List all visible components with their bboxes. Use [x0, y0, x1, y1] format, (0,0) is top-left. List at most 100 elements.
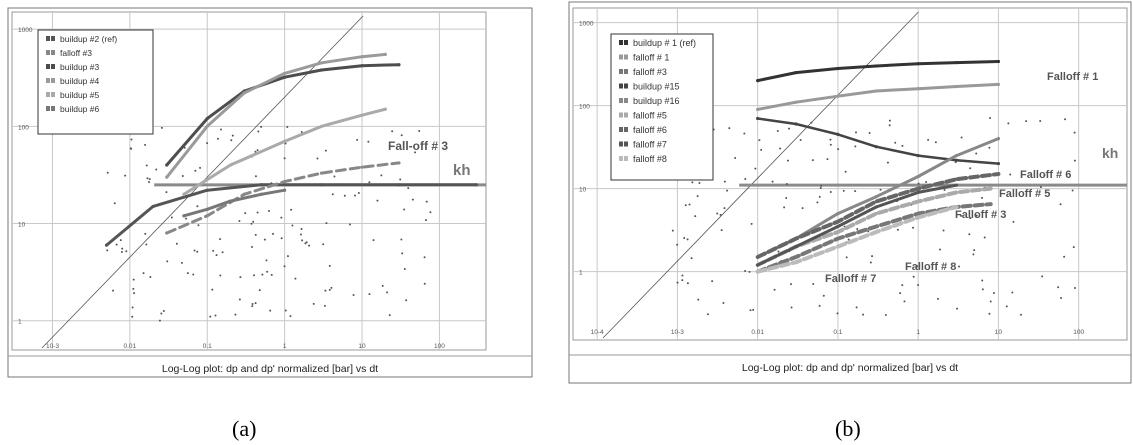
scatter-point — [367, 140, 370, 143]
scatter-point — [1063, 255, 1066, 258]
scatter-point — [958, 265, 961, 268]
legend-swatch — [46, 78, 50, 83]
legend-swatch — [619, 69, 623, 74]
scatter-point — [744, 178, 747, 181]
scatter-point — [308, 244, 311, 247]
series-point — [916, 87, 920, 91]
legend-swatch — [46, 36, 50, 41]
scatter-point — [352, 294, 355, 297]
y-tick-label: 100 — [18, 124, 29, 131]
scatter-point — [115, 243, 118, 246]
scatter-point — [425, 200, 428, 203]
scatter-point — [215, 254, 218, 257]
scatter-point — [170, 216, 173, 219]
scatter-point — [257, 130, 260, 133]
legend-label: buildup #15 — [633, 82, 680, 92]
series-point — [996, 59, 1001, 64]
scatter-point — [131, 306, 134, 309]
series-point — [319, 61, 324, 65]
scatter-point — [691, 181, 694, 184]
series-point — [916, 215, 920, 219]
series-point — [151, 204, 155, 209]
scatter-point — [811, 159, 814, 162]
series-point — [996, 137, 1001, 141]
scatter-point — [423, 256, 426, 259]
scatter-point — [301, 239, 304, 242]
panel-label-a: (a) — [232, 416, 257, 441]
scatter-point — [684, 204, 687, 207]
scatter-point — [192, 273, 195, 276]
scatter-point — [749, 309, 752, 312]
legend-swatch — [624, 141, 628, 147]
scatter-point — [681, 279, 684, 282]
legend-swatch — [624, 69, 628, 74]
scatter-point — [131, 315, 134, 318]
scatter-point — [943, 189, 946, 192]
scatter-point — [785, 197, 788, 200]
annotation-label: Falloff # 8 — [905, 261, 956, 273]
series-point — [794, 236, 798, 241]
scatter-point — [894, 141, 897, 144]
series-point — [954, 158, 959, 162]
legend-swatch — [624, 98, 628, 103]
scatter-point — [254, 233, 257, 236]
scatter-point — [777, 250, 780, 253]
scatter-point — [299, 233, 302, 236]
legend-label: buildup #6 — [60, 104, 100, 114]
series-point — [954, 190, 959, 195]
scatter-point — [219, 274, 222, 277]
series-point — [205, 117, 209, 121]
scatter-point — [356, 138, 359, 141]
scatter-point — [719, 213, 722, 216]
scatter-point — [790, 283, 793, 286]
scatter-point — [819, 186, 822, 189]
legend-swatch — [46, 92, 50, 97]
scatter-point — [783, 206, 786, 209]
series-point — [836, 132, 840, 136]
scatter-point — [112, 289, 115, 292]
scatter-point — [349, 223, 352, 226]
legend-label: buildup #3 — [60, 62, 100, 72]
plot-area — [11, 11, 487, 351]
scatter-point — [144, 232, 147, 235]
scatter-point — [862, 313, 865, 316]
scatter-point — [711, 280, 714, 283]
scatter-point — [197, 224, 200, 227]
series-point — [874, 230, 878, 234]
scatter-point — [818, 304, 821, 307]
scatter-point — [294, 277, 297, 280]
legend-swatch — [619, 40, 623, 45]
scatter-point — [773, 288, 776, 291]
scatter-point — [405, 299, 408, 302]
legend-swatch — [46, 50, 50, 55]
scatter-point — [743, 132, 746, 135]
legend-label: buildup #4 — [60, 76, 100, 86]
scatter-point — [779, 147, 782, 150]
series-point — [836, 94, 840, 98]
scatter-point — [1039, 185, 1042, 188]
chart-panel-b: 10-4 10-3 0.01 0.1 1 10 100 1 10 100 1000 buildup #… — [567, 0, 1133, 385]
scatter-point — [716, 212, 719, 215]
scatter-point — [380, 174, 383, 177]
scatter-point — [253, 274, 256, 277]
series-point — [283, 179, 287, 184]
scatter-point — [723, 207, 726, 210]
scatter-point — [822, 294, 825, 297]
scatter-point — [810, 121, 813, 124]
scatter-point — [261, 273, 264, 276]
scatter-point — [871, 255, 874, 258]
scatter-point — [886, 161, 889, 164]
scatter-point — [132, 278, 135, 281]
series-point — [989, 202, 993, 206]
scatter-point — [879, 188, 882, 191]
scatter-point — [760, 148, 763, 151]
annotation-label: Falloff # 5 — [999, 188, 1050, 200]
legend-label: falloff #5 — [633, 111, 667, 121]
scatter-point — [844, 170, 847, 173]
scatter-point — [289, 315, 292, 318]
scatter-point — [1059, 203, 1062, 206]
scatter-point — [328, 288, 331, 291]
scatter-point — [1064, 118, 1067, 121]
scatter-point — [972, 253, 975, 256]
scatter-point — [254, 302, 257, 305]
